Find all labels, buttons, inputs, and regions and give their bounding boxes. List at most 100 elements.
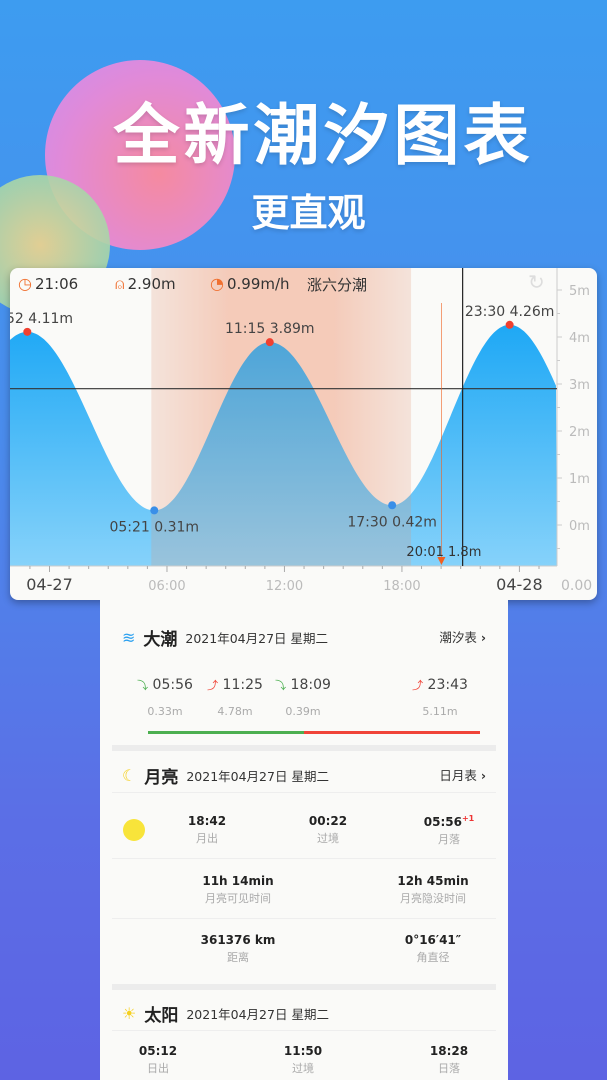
sunset-label: 日落 bbox=[437, 1062, 460, 1075]
chevron-right-icon: › bbox=[480, 768, 486, 783]
tide-title: 大潮 bbox=[143, 630, 178, 650]
tide-time: 18:09 bbox=[290, 677, 331, 693]
detail-panel: ≋ 大潮 2021年04月27日 星期二 潮汐表 › ⤵ 05:56 0.33m ⤴… bbox=[100, 600, 508, 1080]
current-marker-label: 20:01 1.8m bbox=[406, 545, 481, 560]
tide-extreme-low: ⤵ 05:56 0.33m bbox=[137, 677, 193, 718]
ebb-tide-icon: ⤵ bbox=[137, 679, 149, 692]
divider bbox=[112, 1030, 496, 1031]
tide-bar-low bbox=[148, 731, 304, 734]
section-divider bbox=[112, 745, 496, 751]
height-info: ⍝ 2.90m bbox=[115, 274, 176, 294]
tide-extreme-high: ⤴ 23:43 5.11m bbox=[412, 677, 468, 718]
moon-distance-value: 361376 km bbox=[200, 933, 276, 947]
speedometer-icon: ◔ bbox=[210, 274, 224, 293]
x-tick-label: 12:00 bbox=[266, 579, 303, 594]
current-rate: 0.99m/h bbox=[226, 274, 290, 293]
next-day-badge: +1 bbox=[461, 814, 475, 823]
sun-transit-value: 11:50 bbox=[283, 1044, 323, 1058]
tide-time: 23:43 bbox=[427, 677, 468, 693]
moon-header: ☾ 月亮 2021年04月27日 星期二 bbox=[122, 763, 329, 788]
sunrise-label: 日出 bbox=[146, 1062, 169, 1075]
extreme-label: 17:30 0.42m bbox=[347, 514, 437, 530]
ebb-tide-icon: ⤵ bbox=[275, 679, 287, 692]
sunrise: 05:12 日出 bbox=[139, 1044, 177, 1076]
extreme-label: 52 4.11m bbox=[10, 311, 73, 327]
time-info: ◷ 21:06 bbox=[18, 274, 78, 293]
tide-header: ≋ 大潮 2021年04月27日 星期二 bbox=[122, 625, 328, 650]
sun-date: 2021年04月27日 星期二 bbox=[186, 1007, 329, 1022]
moon-transit-value: 00:22 bbox=[308, 814, 348, 828]
moon-title: 月亮 bbox=[144, 768, 179, 788]
daylight-overlay bbox=[151, 268, 412, 566]
moon-distance: 361376 km 距离 bbox=[201, 933, 276, 965]
tide-height: 0.39m bbox=[285, 705, 321, 718]
x-tick-label: 06:00 bbox=[148, 579, 185, 594]
tide-table-link[interactable]: 潮汐表 › bbox=[439, 627, 486, 646]
sunrise-value: 05:12 bbox=[138, 1044, 178, 1058]
divider bbox=[112, 858, 496, 859]
moonrise-label: 月出 bbox=[195, 832, 218, 845]
tide-time: 05:56 bbox=[152, 677, 193, 693]
x-tick-label: 18:00 bbox=[383, 579, 420, 594]
sun-moon-table-link[interactable]: 日月表 › bbox=[439, 765, 486, 784]
y-tick-label: 2m bbox=[569, 425, 590, 440]
flood-tide-icon: ⤴ bbox=[207, 679, 219, 692]
moon-transit-label: 过境 bbox=[316, 832, 339, 845]
y-tick-label: 4m bbox=[569, 331, 590, 346]
x-tick-label: 04-27 bbox=[26, 575, 73, 594]
moon-distance-label: 距离 bbox=[226, 951, 249, 964]
extreme-point-low bbox=[150, 506, 159, 515]
tide-phase: 涨六分潮 bbox=[307, 276, 368, 294]
moonset-value: 05:56 bbox=[423, 815, 462, 829]
moonset-label: 月落 bbox=[437, 833, 460, 846]
sunset: 18:28 日落 bbox=[430, 1044, 468, 1076]
current-height: 2.90m bbox=[127, 275, 176, 293]
tide-height: 5.11m bbox=[422, 705, 458, 718]
divider bbox=[112, 918, 496, 919]
moonset: 05:56+1 月落 bbox=[424, 814, 474, 847]
moon-diameter-label: 角直径 bbox=[416, 951, 450, 964]
tide-time: 11:25 bbox=[222, 677, 263, 693]
tide-wave-icon: ≋ bbox=[122, 628, 136, 647]
tide-bar-high bbox=[304, 731, 480, 734]
x-tick-label: 04-28 bbox=[496, 575, 543, 594]
moonrise: 18:42 月出 bbox=[188, 814, 226, 846]
flood-tide-icon: ⤴ bbox=[412, 679, 424, 692]
moonrise-value: 18:42 bbox=[187, 814, 227, 828]
divider bbox=[112, 792, 496, 793]
tide-chart-card[interactable]: 04-27 06:00 12:00 18:00 04-28 5m 4m 3m 2m 1m 0m 0.0… bbox=[10, 268, 597, 600]
tide-extreme-high: ⤴ 11:25 4.78m bbox=[207, 677, 263, 718]
sun-title: 太阳 bbox=[144, 1006, 179, 1026]
refresh-icon[interactable]: ↻ bbox=[528, 270, 545, 294]
extreme-label: 11:15 3.89m bbox=[225, 321, 315, 337]
moon-hidden-value: 12h 45min bbox=[397, 874, 469, 888]
moon-date: 2021年04月27日 星期二 bbox=[186, 769, 329, 784]
tide-table-link-label: 潮汐表 bbox=[439, 630, 477, 645]
height-marker-icon: ⍝ bbox=[115, 274, 125, 293]
moon-diameter: 0°16′41″ 角直径 bbox=[405, 933, 461, 965]
extreme-point-high bbox=[505, 320, 514, 329]
extreme-point-low bbox=[388, 501, 397, 510]
sun-header: ☀ 太阳 2021年04月27日 星期二 bbox=[122, 1001, 329, 1026]
moon-icon: ☾ bbox=[122, 766, 137, 785]
extreme-point-high bbox=[23, 327, 32, 336]
y-tick-label: 0m bbox=[569, 519, 590, 534]
tide-area bbox=[10, 324, 557, 566]
chevron-right-icon: › bbox=[480, 630, 486, 645]
rate-info: ◔ 0.99m/h bbox=[210, 274, 290, 293]
y-tick-label: 1m bbox=[569, 472, 590, 487]
moon-transit: 00:22 过境 bbox=[309, 814, 347, 846]
section-divider bbox=[112, 984, 496, 990]
y-tick-label: 3m bbox=[569, 378, 590, 393]
moon-diameter-value: 0°16′41″ bbox=[404, 933, 462, 947]
tide-extreme-low: ⤵ 18:09 0.39m bbox=[275, 677, 331, 718]
tide-height: 0.33m bbox=[147, 705, 183, 718]
tide-date: 2021年04月27日 星期二 bbox=[185, 631, 329, 646]
moon-visible-time: 11h 14min 月亮可见时间 bbox=[202, 874, 273, 906]
tide-chart[interactable]: 04-27 06:00 12:00 18:00 04-28 5m 4m 3m 2m 1m 0m 0.0… bbox=[10, 268, 597, 600]
sun-icon: ☀ bbox=[122, 1004, 137, 1023]
current-time: 21:06 bbox=[34, 274, 79, 293]
moon-phase-icon bbox=[123, 819, 145, 841]
moon-hidden-time: 12h 45min 月亮隐没时间 bbox=[397, 874, 468, 906]
extreme-label: 05:21 0.31m bbox=[109, 519, 199, 535]
